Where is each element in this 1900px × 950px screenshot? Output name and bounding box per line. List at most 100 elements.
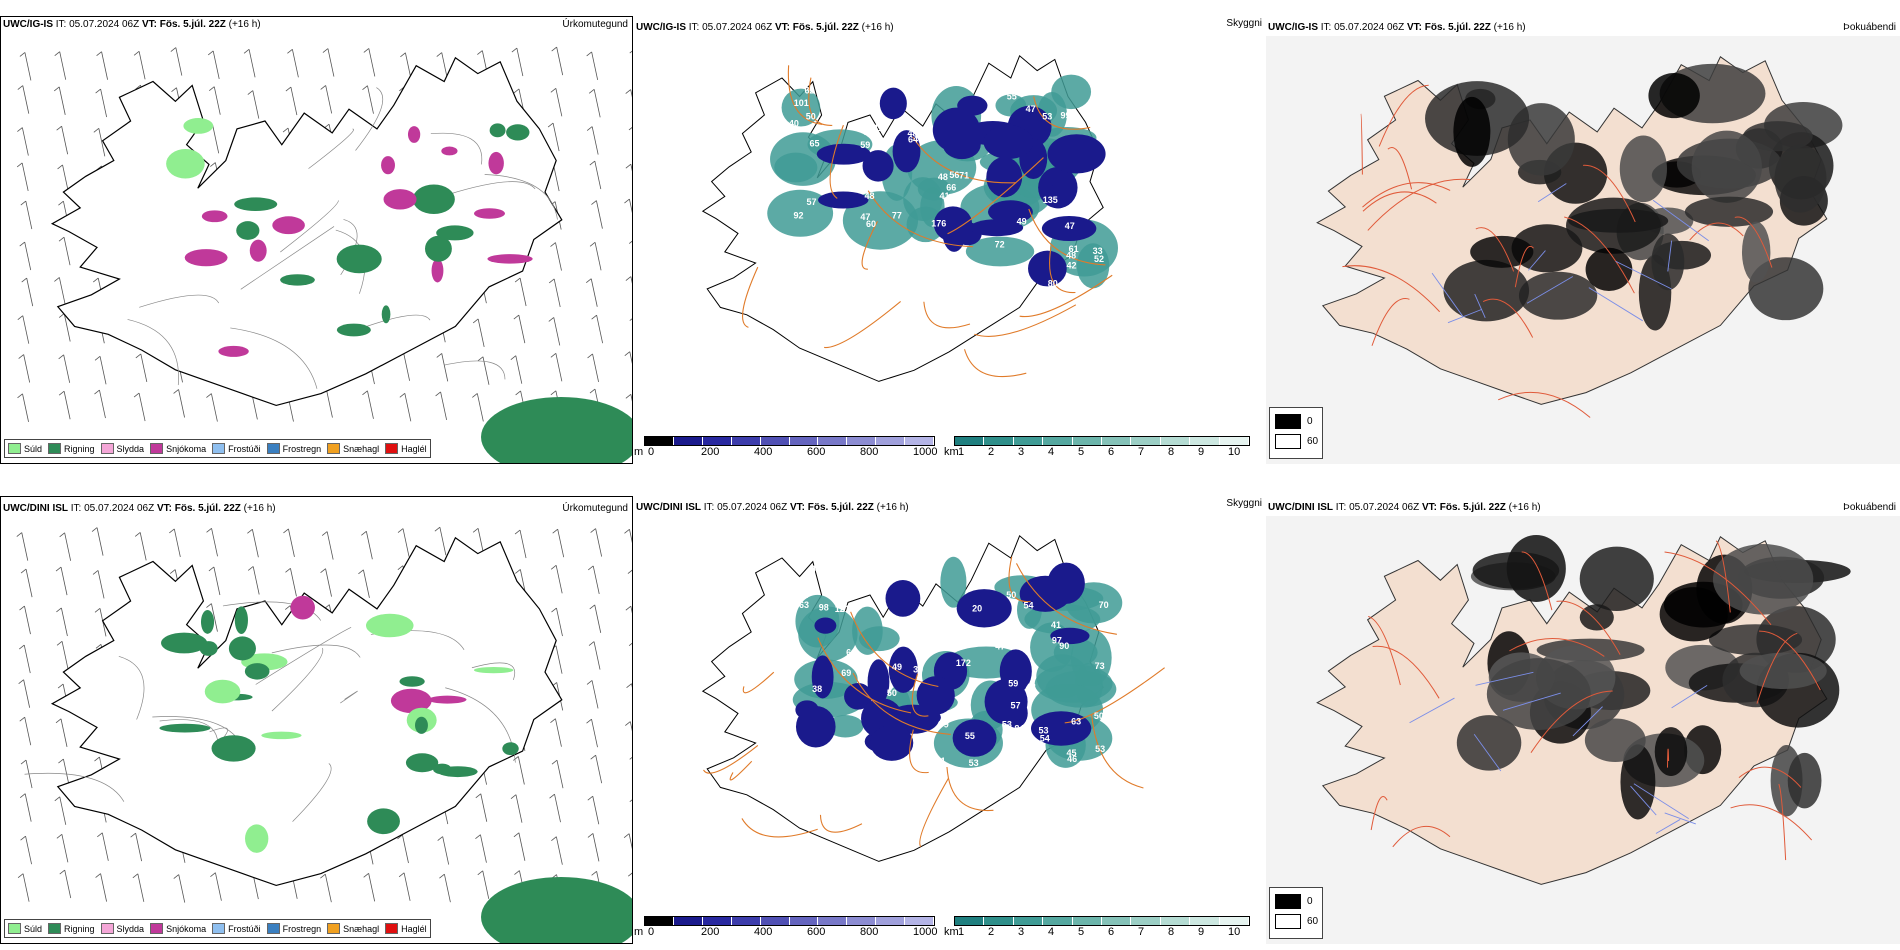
precip-cell (244, 663, 270, 680)
cloud-base-label: 42 (1067, 260, 1077, 270)
fog-legend: 0 60 (1269, 407, 1323, 459)
fog-legend: 0 60 (1269, 887, 1323, 939)
cloud-base-cell (862, 150, 894, 182)
cloud-base-label: 46 (1080, 203, 1090, 213)
colorbar-step (673, 917, 703, 925)
cloud-base-cell (983, 125, 1034, 160)
fog-legend-item: 60 (1275, 434, 1318, 449)
precip-cell (204, 679, 241, 704)
colorbar-step (1102, 917, 1132, 925)
visibility-cell (774, 152, 818, 183)
road (1064, 667, 1165, 724)
cloud-base-label: 58 (824, 111, 834, 121)
fog-legend-swatch (1275, 914, 1301, 929)
road (1033, 96, 1091, 130)
road (127, 319, 179, 386)
cloud-base-label: 52 (1094, 254, 1104, 264)
legend-label: Rigning (64, 923, 95, 934)
fog-legend-item: 60 (1275, 914, 1318, 929)
road (852, 672, 951, 735)
precip-cell (290, 595, 315, 620)
precip-cell (383, 189, 417, 210)
colorbar-step (1131, 437, 1161, 445)
wind-barb (439, 873, 451, 903)
precip-cell (200, 609, 215, 634)
road (1015, 563, 1117, 635)
fog-index-cell (1511, 224, 1583, 273)
cloud-base-label: 72 (995, 239, 1005, 249)
wind-barb (95, 873, 107, 902)
colorbar-step (905, 917, 935, 925)
wind-barb (434, 526, 447, 556)
legend-label: Haglél (401, 923, 427, 934)
legend-item: Snæhagl (327, 443, 379, 454)
wind-barb (551, 836, 563, 865)
wind-barb (19, 52, 32, 81)
wind-barb (321, 531, 334, 560)
cloud-base-label: 48 (907, 129, 917, 139)
cloud-base-label: 67 (918, 559, 928, 569)
wind-barb (363, 48, 376, 77)
road (222, 601, 322, 621)
fog-index-cell (1651, 233, 1685, 291)
fog-legend-label: 60 (1307, 916, 1319, 927)
wind-barb (170, 47, 183, 76)
fog-legend-swatch (1275, 894, 1301, 909)
colorbar-step (760, 917, 790, 925)
legend-item: Haglél (385, 443, 427, 454)
colorbar-step (760, 437, 790, 445)
wind-barb (20, 835, 32, 865)
colorbar-tick: 1 (958, 926, 965, 938)
wind-barb (173, 389, 185, 418)
road (703, 745, 759, 774)
wind-barb (19, 241, 32, 271)
colorbar-strip (644, 916, 935, 926)
fog-index-cell (1748, 257, 1824, 321)
wind-barb (18, 679, 31, 708)
colorbar-step (1160, 437, 1191, 445)
colorbar-strip (954, 436, 1250, 446)
legend-item: Rigning (48, 443, 95, 454)
cloud-base-label: 68 (931, 596, 941, 606)
legend-item: Slydda (100, 443, 144, 454)
colorbar-tick: 400 (754, 926, 773, 938)
fog-index-cell (1518, 271, 1598, 320)
wind-barb (283, 528, 295, 557)
fog-index-cell (1456, 715, 1522, 771)
fog-index-cell (1739, 652, 1827, 690)
colorbar-step (1013, 917, 1044, 925)
cloud-base-cell (1041, 215, 1097, 242)
visibility-map: 69 70 63 73 45 84 67 46 48 90 50 49 54 51 54 44 41 61 68 53… (701, 534, 1165, 862)
river (1664, 812, 1696, 825)
wind-barb (243, 48, 256, 78)
road (1556, 600, 1621, 655)
precip-cell (390, 688, 432, 714)
road (1509, 638, 1605, 657)
fog-panel-dini: UWC/DINI ISL IT: 05.07.2024 06Z VT: Fös.… (1266, 496, 1900, 944)
cloud-base-label: 49 (864, 128, 874, 138)
legend-label: Snjókoma (166, 443, 207, 454)
wind-barb (589, 241, 602, 271)
cloud-base-label: 50 (806, 111, 816, 121)
wind-barb (587, 833, 600, 862)
road (1689, 222, 1744, 241)
legend-swatch (266, 443, 280, 454)
fog-index-cell (1579, 604, 1614, 631)
colorbar-tick: 6 (1108, 446, 1115, 458)
cloud-base-label: 65 (809, 139, 819, 149)
wind-barb (625, 605, 632, 614)
road (729, 760, 753, 781)
colorbar-step (702, 437, 732, 445)
precip-cell (211, 735, 256, 762)
cloud-base-label: 112 (920, 264, 935, 274)
road (850, 611, 939, 688)
road (919, 777, 949, 848)
precip-cell (436, 225, 474, 241)
wind-barb (551, 759, 564, 789)
colorbar-tick: 9 (1198, 446, 1205, 458)
wind-barb (548, 278, 561, 308)
wind-barb (551, 46, 564, 76)
legend-label: Frostúði (228, 443, 261, 454)
colorbar-tick: 5 (1078, 926, 1085, 938)
cloud-base-label: 57 (897, 251, 907, 261)
